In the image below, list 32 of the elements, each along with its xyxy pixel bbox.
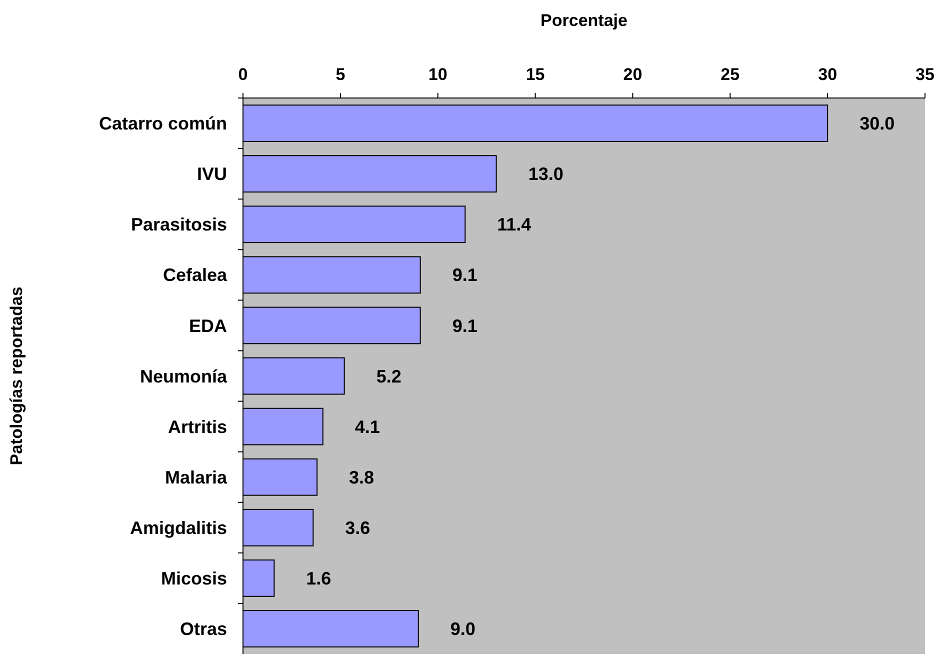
data-label: 1.6: [306, 568, 332, 588]
data-label: 9.1: [452, 316, 478, 336]
y-axis-title: Patologías reportadas: [7, 286, 26, 466]
data-label: 30.0: [860, 114, 895, 134]
y-tick-label: Parasitosis: [130, 214, 227, 235]
x-tick-label: 0: [238, 65, 248, 84]
y-tick-label: IVU: [196, 164, 227, 184]
y-tick-label: Artritis: [168, 416, 227, 437]
y-tick-label: Micosis: [160, 568, 227, 588]
y-tick-label: Cefalea: [162, 265, 228, 286]
data-label: 9.1: [452, 265, 478, 286]
x-tick-label: 35: [916, 65, 934, 84]
y-tick-label: Otras: [180, 619, 227, 640]
y-tick-label: Neumonía: [140, 366, 228, 386]
data-label: 9.0: [450, 619, 476, 640]
y-tick-label: EDA: [188, 316, 227, 336]
data-label: 3.6: [345, 518, 370, 538]
y-tick-label: Amigdalitis: [130, 518, 227, 538]
x-tick-label: 15: [526, 65, 545, 84]
data-label: 13.0: [528, 164, 564, 184]
x-axis-title: Porcentaje: [540, 11, 628, 30]
x-tick-label: 20: [623, 65, 642, 84]
data-label: 11.4: [497, 214, 532, 235]
y-tick-label: Catarro común: [98, 114, 227, 134]
data-label: 4.1: [354, 416, 380, 437]
x-tick-label: 5: [336, 65, 346, 84]
x-tick-label: 10: [428, 65, 448, 84]
data-label: 3.8: [349, 467, 374, 488]
y-tick-label: Malaria: [164, 467, 228, 488]
data-label: 5.2: [376, 366, 402, 386]
x-tick-label: 25: [720, 65, 740, 84]
x-tick-label: 30: [818, 65, 838, 84]
